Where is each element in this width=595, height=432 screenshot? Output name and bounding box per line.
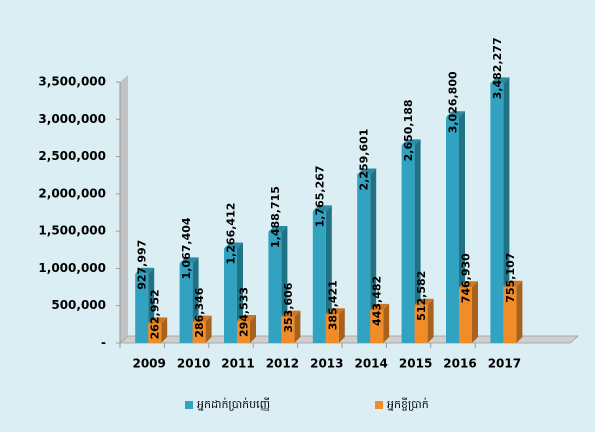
bar-side (503, 77, 510, 344)
bar-top (135, 267, 155, 274)
bar-side (338, 308, 345, 343)
value-label: 1,067,404 (180, 217, 193, 279)
value-label: 2,259,601 (358, 129, 371, 191)
bar-top (268, 225, 288, 232)
bar-side (427, 298, 434, 343)
value-label: 1,488,715 (269, 186, 282, 248)
bar (281, 316, 295, 343)
bar-top (459, 281, 478, 288)
value-label: 385,421 (326, 280, 339, 330)
value-label: 443,482 (371, 276, 384, 326)
bar-top (179, 257, 199, 264)
bar-side (370, 168, 377, 343)
y-tick-label: - (101, 336, 106, 350)
bar-top (414, 298, 434, 305)
bar (179, 263, 193, 343)
value-label: 1,266,412 (225, 203, 238, 265)
value-label: 1,765,267 (313, 165, 326, 227)
bar (148, 323, 162, 343)
bar-side (294, 310, 301, 343)
bar (224, 248, 237, 343)
value-label: 262,952 (149, 289, 162, 339)
bar (268, 231, 282, 343)
legend-swatch (185, 401, 193, 409)
bar (414, 304, 428, 343)
bar-side (205, 315, 212, 343)
x-tick-label: 2011 (221, 357, 254, 371)
value-label: 746,930 (460, 253, 473, 303)
value-label: 2,650,188 (402, 99, 415, 161)
bar-side (516, 280, 523, 343)
bar (312, 211, 326, 343)
bar-side (472, 281, 478, 343)
x-tick-label: 2009 (132, 357, 165, 371)
y-tick-label: 500,000 (51, 298, 106, 312)
bar-top (490, 77, 510, 84)
bar-side (250, 315, 256, 343)
x-tick-label: 2012 (266, 357, 299, 371)
bar-top (192, 315, 212, 322)
value-label: 294,533 (238, 287, 251, 337)
bar-top (446, 111, 465, 118)
back-wall (120, 75, 128, 343)
bar-top (312, 205, 332, 212)
bar (490, 83, 504, 344)
bar-side (383, 303, 390, 343)
bar (446, 117, 459, 343)
legend-label: អ្នកដាក់ប្រាក់បញ្ញើ (197, 397, 270, 411)
x-tick-label: 2014 (354, 357, 387, 371)
bar (503, 286, 517, 343)
value-label: 3,026,800 (447, 71, 460, 133)
value-label: 512,582 (415, 271, 428, 321)
bar-top (237, 315, 256, 322)
y-tick-label: 3,500,000 (38, 75, 106, 89)
x-tick-label: 2017 (488, 357, 521, 371)
y-tick-label: 1,000,000 (38, 261, 106, 275)
x-tick-label: 2015 (399, 357, 432, 371)
bar-top (281, 310, 301, 317)
x-tick-label: 2010 (177, 357, 210, 371)
bar-top (401, 139, 421, 146)
y-tick-label: 1,500,000 (38, 224, 106, 238)
bar (325, 314, 339, 343)
bar-top (503, 280, 523, 287)
x-tick-label: 2016 (443, 357, 476, 371)
bar (459, 287, 472, 343)
bar (401, 145, 415, 343)
bar-top (224, 242, 243, 249)
bar-side (325, 205, 332, 343)
value-label: 353,606 (282, 282, 295, 332)
bar (370, 309, 384, 343)
bar-side (414, 139, 421, 343)
bar (357, 174, 371, 343)
bar (135, 273, 149, 343)
bar-top (357, 168, 377, 175)
y-tick-label: 2,000,000 (38, 186, 106, 200)
bar-top (325, 308, 345, 315)
y-tick-label: 2,500,000 (38, 149, 106, 163)
value-label: 927,997 (136, 240, 149, 290)
legend-label: អ្នកខ្ចីប្រាក់ (387, 397, 429, 411)
bar (192, 321, 206, 343)
value-label: 755,107 (504, 253, 517, 303)
bar-side (161, 317, 168, 343)
bar (237, 321, 250, 343)
legend-swatch (375, 401, 383, 409)
value-label: 3,482,277 (491, 37, 504, 99)
bar-top (370, 303, 390, 310)
bar-top (148, 317, 168, 324)
x-tick-label: 2013 (310, 357, 343, 371)
value-label: 286,346 (193, 287, 206, 337)
y-tick-label: 3,000,000 (38, 112, 106, 126)
